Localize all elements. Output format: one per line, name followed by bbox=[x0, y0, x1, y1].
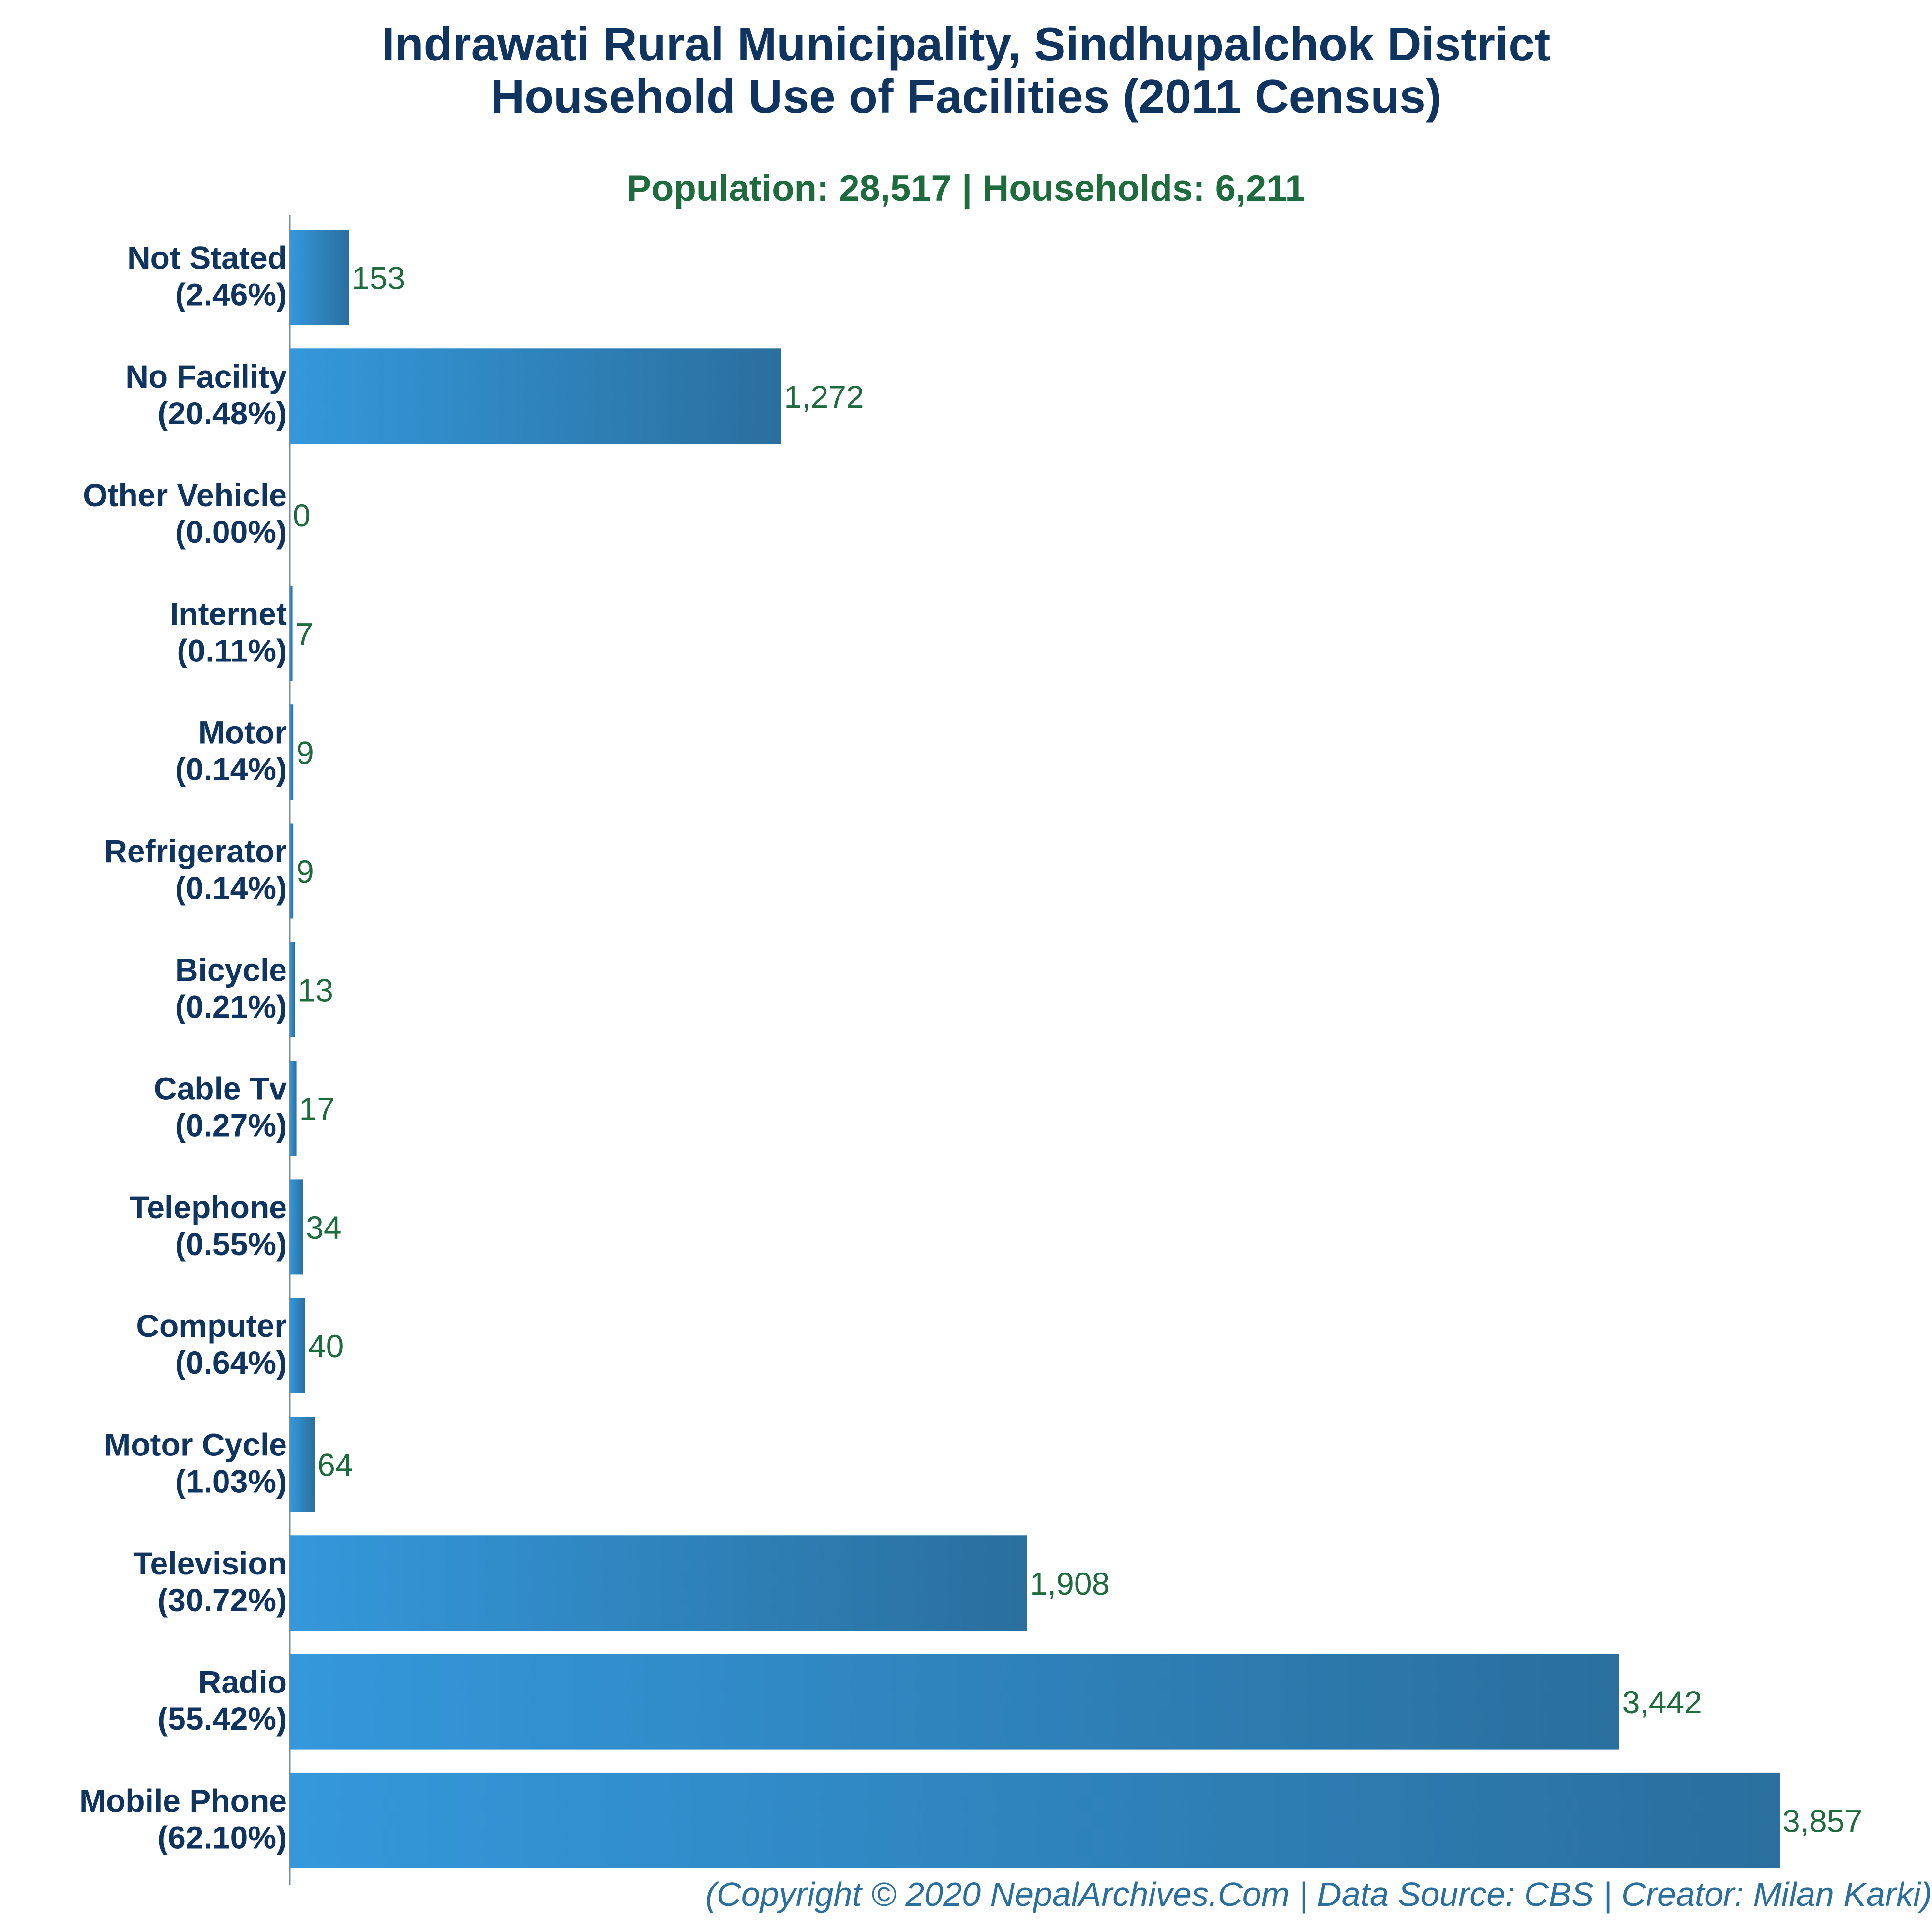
bar-telephone bbox=[290, 1179, 303, 1275]
bar-television bbox=[290, 1535, 1027, 1631]
category-label: Refrigerator bbox=[104, 833, 287, 869]
value-label: 3,857 bbox=[1782, 1803, 1862, 1839]
value-label: 9 bbox=[296, 854, 314, 889]
category-label: Internet bbox=[170, 596, 287, 631]
chart-title: Indrawati Rural Municipality, Sindhupalc… bbox=[381, 17, 1551, 71]
category-percentage: (0.11%) bbox=[177, 632, 287, 668]
bar-cable-tv bbox=[290, 1061, 297, 1156]
category-percentage: (0.21%) bbox=[175, 988, 287, 1024]
category-percentage: (0.14%) bbox=[175, 751, 287, 787]
category-label: Television bbox=[133, 1545, 287, 1581]
category-label: Mobile Phone bbox=[79, 1782, 287, 1818]
bar-motor-cycle bbox=[290, 1417, 315, 1512]
category-label: Motor bbox=[198, 715, 287, 750]
bar-no-facility bbox=[290, 348, 781, 444]
value-label: 9 bbox=[296, 735, 314, 771]
value-label: 34 bbox=[306, 1210, 341, 1245]
bar-bicycle bbox=[290, 942, 295, 1037]
value-label: 40 bbox=[308, 1328, 344, 1364]
bar-internet bbox=[290, 585, 293, 681]
value-label: 153 bbox=[352, 260, 405, 296]
value-label: 17 bbox=[300, 1091, 335, 1127]
bar-computer bbox=[290, 1298, 305, 1393]
category-label: Cable Tv bbox=[154, 1071, 287, 1107]
chart-subtitle: Household Use of Facilities (2011 Census… bbox=[490, 70, 1442, 123]
bar-motor bbox=[290, 704, 294, 800]
bar-radio bbox=[290, 1654, 1619, 1750]
category-label: Radio bbox=[198, 1664, 287, 1700]
category-percentage: (0.27%) bbox=[175, 1108, 287, 1143]
category-percentage: (2.46%) bbox=[175, 277, 287, 313]
category-percentage: (62.10%) bbox=[157, 1819, 287, 1855]
bar-not-stated bbox=[290, 230, 349, 325]
bar-refrigerator bbox=[290, 823, 294, 919]
category-percentage: (0.14%) bbox=[175, 870, 287, 906]
category-label: Not Stated bbox=[127, 240, 287, 276]
category-percentage: (0.55%) bbox=[175, 1226, 287, 1262]
category-percentage: (1.03%) bbox=[175, 1464, 287, 1499]
value-label: 1,272 bbox=[784, 379, 864, 415]
value-label: 0 bbox=[293, 497, 311, 533]
category-percentage: (0.64%) bbox=[175, 1345, 287, 1380]
copyright-footer: (Copyright © 2020 NepalArchives.Com | Da… bbox=[705, 1875, 1932, 1913]
bar-mobile-phone bbox=[290, 1772, 1780, 1868]
category-label: Bicycle bbox=[175, 952, 287, 988]
category-label: Telephone bbox=[130, 1189, 287, 1225]
value-label: 13 bbox=[298, 972, 333, 1008]
category-percentage: (30.72%) bbox=[157, 1582, 287, 1618]
value-label: 1,908 bbox=[1030, 1566, 1109, 1602]
category-label: Computer bbox=[136, 1308, 287, 1344]
value-label: 64 bbox=[317, 1447, 353, 1483]
category-percentage: (55.42%) bbox=[157, 1701, 287, 1737]
value-label: 3,442 bbox=[1622, 1684, 1702, 1720]
category-percentage: (0.00%) bbox=[175, 514, 287, 550]
category-label: Other Vehicle bbox=[83, 477, 287, 513]
category-percentage: (20.48%) bbox=[157, 395, 287, 431]
value-label: 7 bbox=[296, 616, 314, 652]
population-summary: Population: 28,517 | Households: 6,211 bbox=[627, 168, 1305, 209]
category-label: Motor Cycle bbox=[104, 1427, 287, 1463]
category-label: No Facility bbox=[125, 359, 287, 394]
